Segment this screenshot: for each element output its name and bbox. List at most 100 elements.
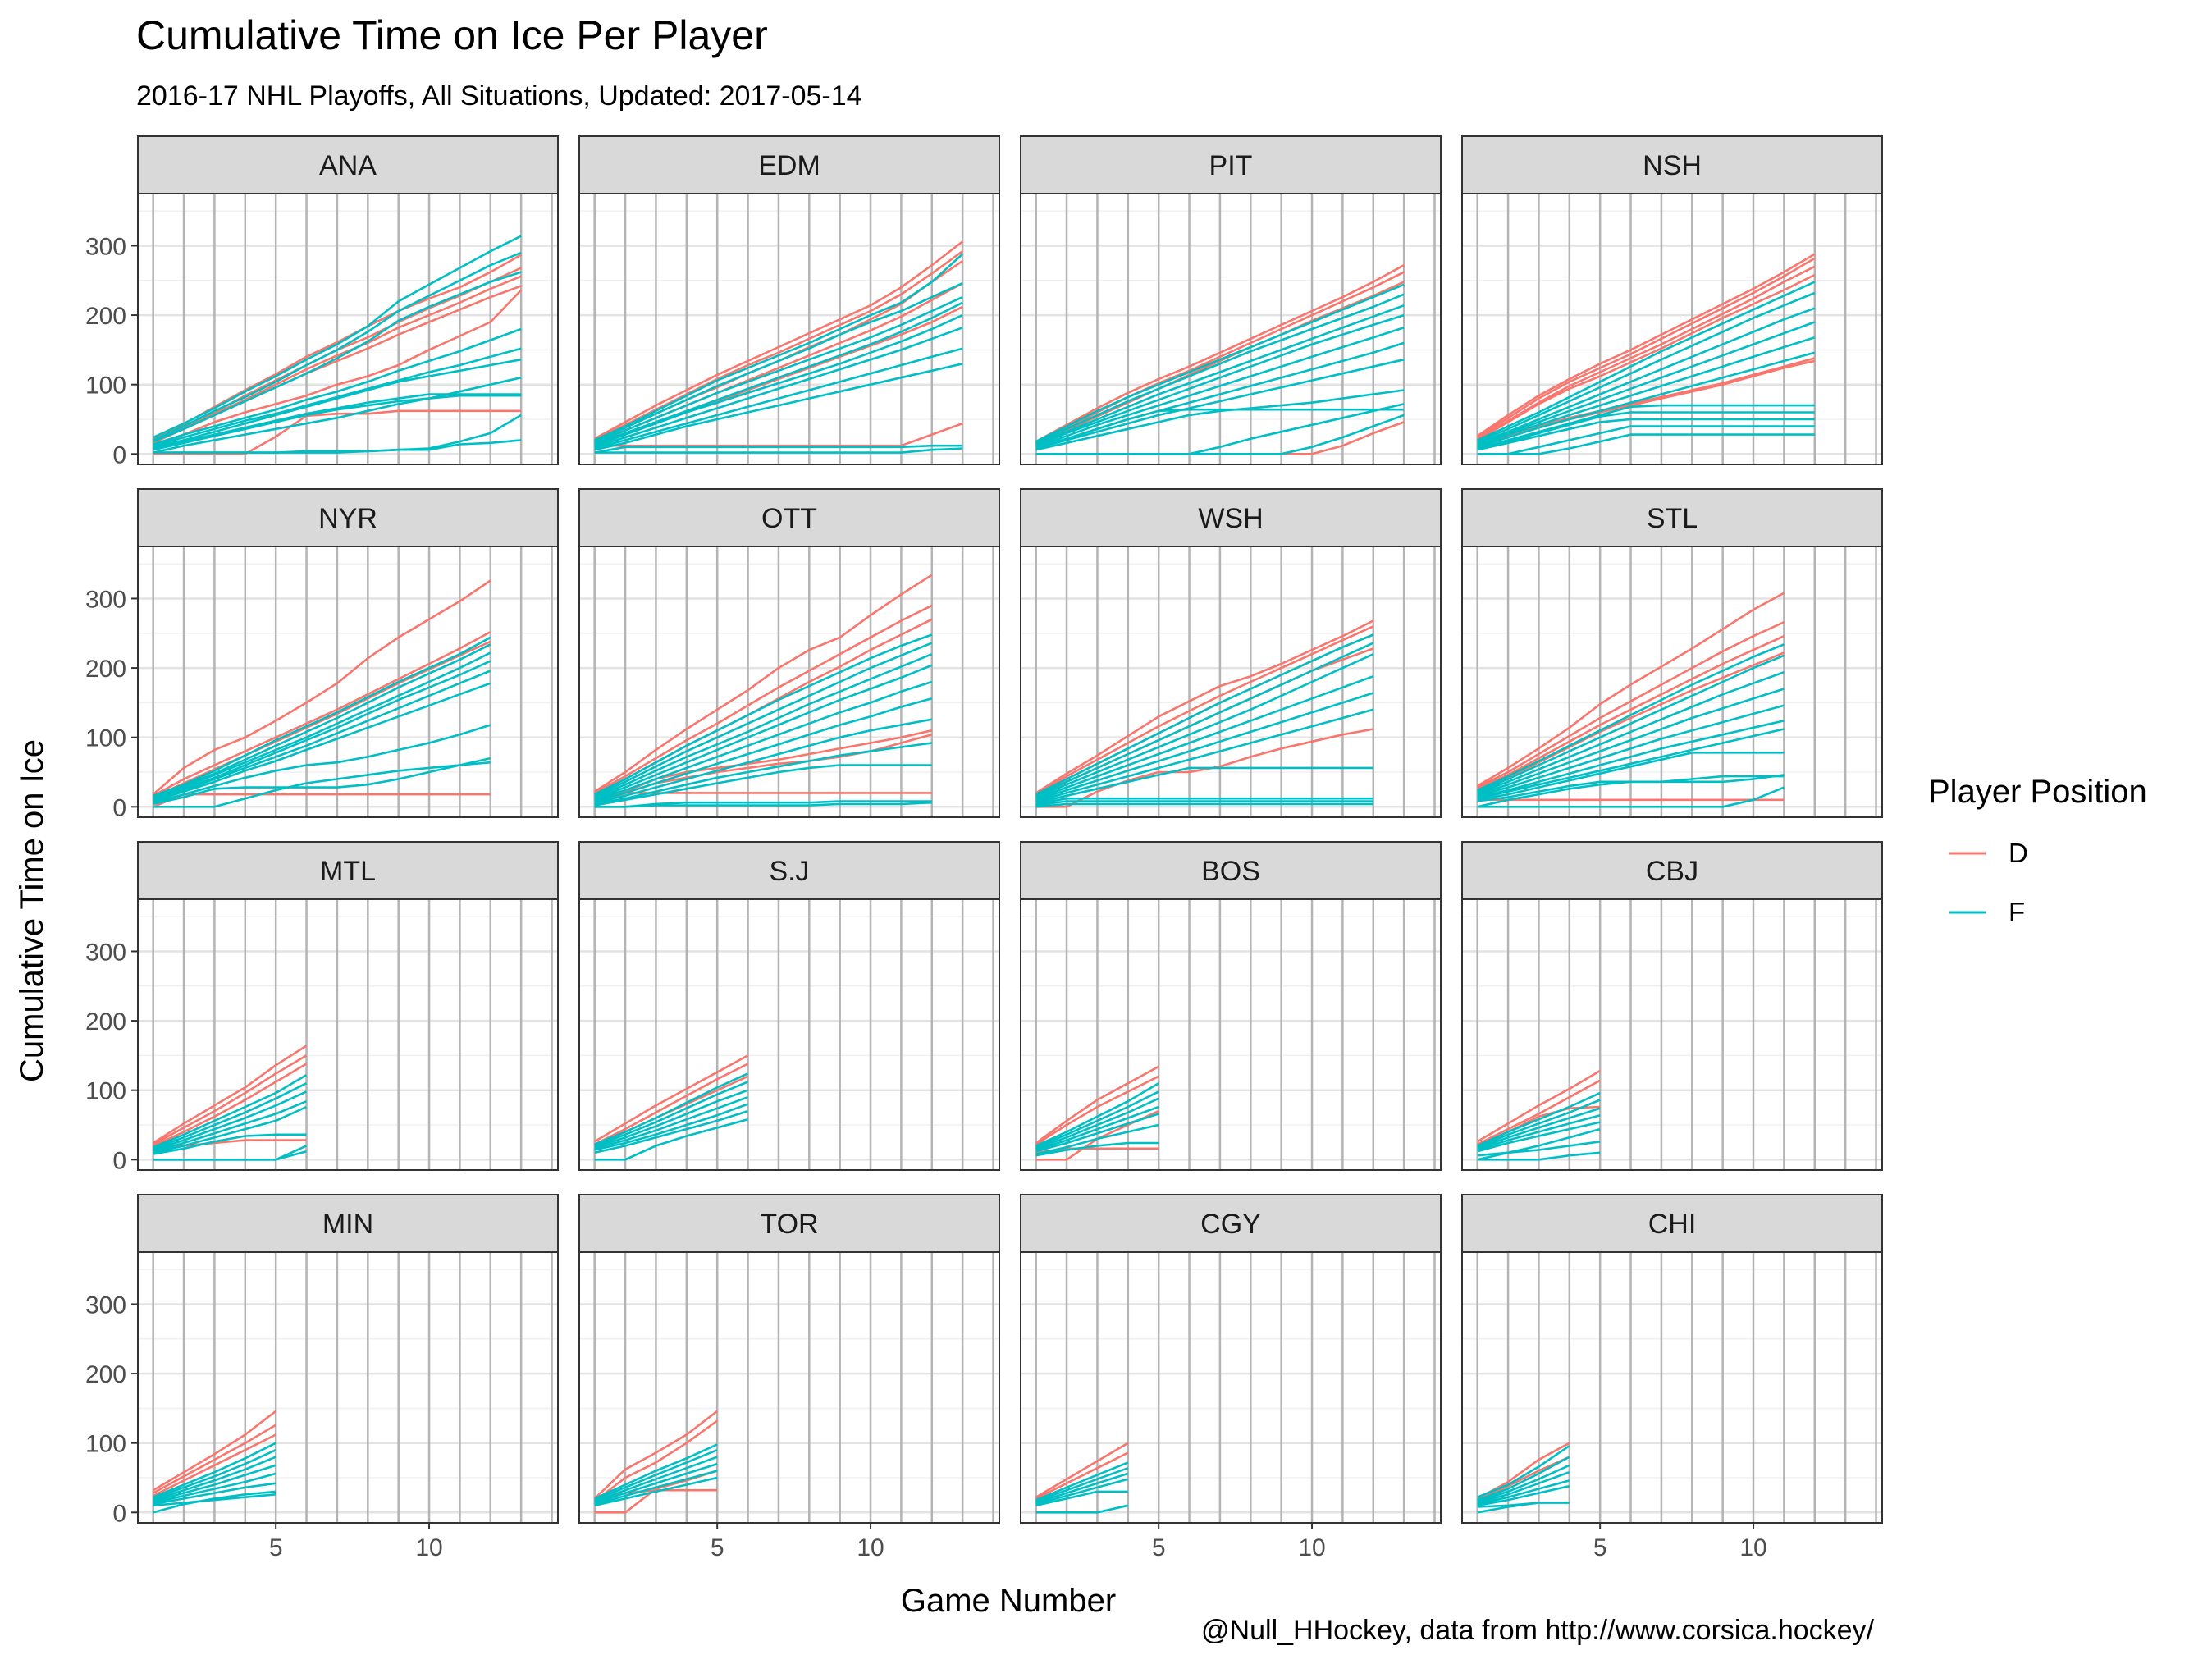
series-line-f-min (153, 1490, 276, 1514)
series-line-d-cgy (1035, 1451, 1129, 1500)
series-line-f-tor (594, 1456, 718, 1503)
facet-label-edm: EDM (758, 150, 820, 181)
series-line-f-tor (594, 1476, 718, 1507)
series-line-f-pit (1035, 327, 1405, 449)
series-line-f-ana (153, 393, 522, 450)
series-line-f-ott (594, 697, 933, 802)
series-line-f-cbj (1477, 1141, 1601, 1157)
series-line-d-stl (1477, 651, 1785, 792)
series-line-f-ana (153, 327, 522, 446)
y-tick-label: 100 (85, 373, 126, 400)
series-line-f-mtl (153, 1105, 308, 1154)
series-line-d-ana (153, 409, 522, 455)
series-line-f-min (153, 1442, 276, 1498)
series-line-f-pit (1035, 358, 1405, 450)
series-line-d-bos (1035, 1075, 1159, 1145)
series-line-f-mtl (153, 1082, 308, 1150)
y-tick-label: 200 (85, 303, 126, 330)
series-line-f-edm (594, 253, 964, 441)
series-line-d-nsh (1477, 273, 1816, 441)
series-line-f-chi (1477, 1456, 1570, 1502)
x-tick-label: 5 (1152, 1534, 1166, 1561)
series-line-f-pit (1035, 408, 1405, 449)
series-line-f-cbj (1477, 1113, 1601, 1151)
series-line-f-wsh (1035, 642, 1374, 797)
x-tick-label: 10 (415, 1534, 442, 1561)
panel-border-min (137, 1251, 559, 1524)
series-line-f-cgy (1035, 1504, 1129, 1514)
series-line-f-stl (1477, 670, 1785, 794)
facet-strip-nsh (1461, 135, 1883, 194)
series-line-f-ana (153, 251, 522, 441)
y-tick-label: 200 (85, 1361, 126, 1388)
series-line-f-bos (1035, 1141, 1159, 1157)
series-line-f-stl (1477, 786, 1785, 808)
panel-border-cbj (1461, 898, 1883, 1171)
facet-label-chi: CHI (1648, 1209, 1697, 1240)
series-line-f-nsh (1477, 404, 1815, 450)
series-line-f-sj (594, 1089, 748, 1149)
series-line-d-stl (1477, 621, 1785, 789)
panel-border-stl (1461, 546, 1883, 818)
series-line-f-ana (153, 235, 522, 439)
series-line-f-pit (1035, 414, 1405, 455)
series-line-d-tor (593, 1419, 718, 1502)
series-line-d-ana (153, 254, 522, 440)
facet-label-sj: S.J (769, 856, 809, 887)
series-line-f-wsh (1035, 633, 1374, 796)
series-line-f-cgy (1035, 1478, 1129, 1506)
y-tick-label: 200 (85, 1008, 126, 1035)
series-line-d-mtl (153, 1063, 308, 1147)
series-line-f-stl (1477, 728, 1785, 800)
series-line-d-cbj (1477, 1079, 1601, 1145)
series-line-f-nsh (1477, 433, 1815, 455)
series-line-f-ana (153, 394, 522, 451)
facet-label-stl: STL (1647, 503, 1698, 534)
facet-label-nsh: NSH (1643, 150, 1702, 181)
series-line-d-sj (594, 1054, 749, 1143)
panel-border-nyr (137, 546, 559, 818)
facet-label-min: MIN (322, 1209, 373, 1240)
series-line-f-nsh (1477, 351, 1816, 449)
series-line-d-wsh (1035, 625, 1374, 796)
series-line-f-nyr (153, 757, 491, 806)
facet-label-bos: BOS (1201, 856, 1260, 887)
facet-label-pit: PIT (1209, 150, 1253, 181)
series-line-f-ott (594, 680, 933, 802)
chart-subtitle: 2016-17 NHL Playoffs, All Situations, Up… (136, 80, 862, 112)
series-line-d-nyr (153, 640, 491, 798)
legend: Player Position D F (1928, 774, 2147, 927)
series-line-f-ana (153, 414, 522, 454)
series-line-f-nyr (153, 682, 491, 802)
series-line-f-nsh (1477, 291, 1816, 443)
panel-border-ana (137, 193, 559, 465)
y-tick-label: 300 (85, 1291, 126, 1319)
series-line-f-chi (1477, 1470, 1570, 1504)
series-line-f-bos (1035, 1105, 1159, 1151)
panel-border-chi (1461, 1251, 1883, 1524)
series-line-f-edm (594, 447, 963, 454)
x-tick-label: 5 (1593, 1534, 1607, 1561)
series-line-f-wsh (1035, 797, 1373, 806)
series-line-f-edm (594, 282, 963, 443)
series-line-d-nsh (1477, 265, 1816, 440)
y-tick-label: 300 (85, 939, 126, 966)
series-line-f-pit (1035, 313, 1405, 447)
series-line-d-ott (594, 574, 933, 793)
facet-label-tor: TOR (760, 1209, 818, 1240)
series-line-f-cgy (1035, 1490, 1128, 1507)
series-line-f-chi (1477, 1479, 1570, 1506)
series-line-f-wsh (1035, 674, 1374, 800)
series-line-f-edm (594, 327, 963, 449)
series-line-f-stl (1477, 775, 1785, 808)
series-line-f-stl (1477, 654, 1785, 793)
series-line-f-edm (594, 347, 963, 450)
series-line-f-ott (594, 764, 932, 807)
y-axis-label: Cumulative Time on Ice (14, 739, 50, 1082)
x-tick-label: 10 (1739, 1534, 1766, 1561)
series-line-f-pit (1035, 389, 1405, 451)
series-line-f-chi (1477, 1464, 1570, 1503)
series-line-d-ana (153, 289, 523, 449)
series-line-f-cbj (1477, 1121, 1601, 1153)
